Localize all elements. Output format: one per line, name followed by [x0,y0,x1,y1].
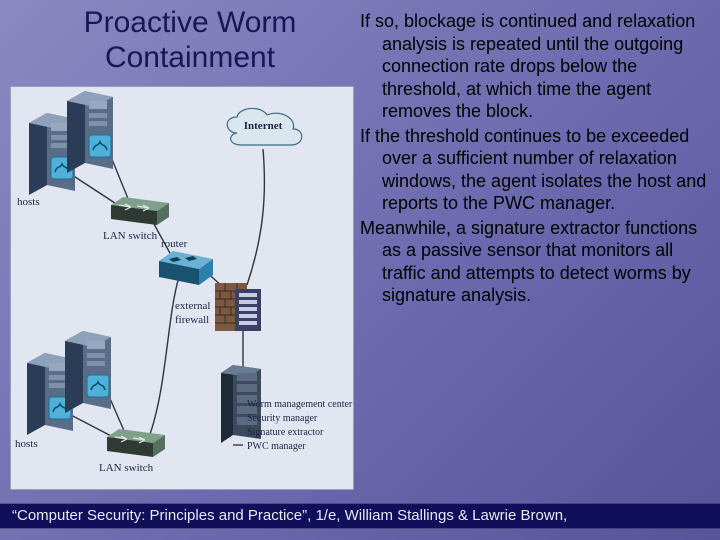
router-icon [159,251,213,285]
host-icon [65,331,111,413]
slide-title: Proactive Worm Containment [40,6,340,75]
ext-fw-label-1: external [175,300,210,312]
network-diagram: Internet hosts LAN switch router externa… [10,86,354,490]
hosts-top-label: hosts [17,196,40,208]
lan-switch-icon [107,429,165,457]
router-label: router [161,238,188,250]
internet-label: Internet [244,120,283,132]
paragraph-2: If the threshold continues to be exceede… [360,125,710,215]
firewall-icon [215,283,261,331]
hosts-bottom-label: hosts [15,438,38,450]
wmc-bullet-3: PWC manager [247,441,306,452]
ext-fw-label-2: firewall [175,314,209,326]
wmc-bullet-2: Signature extractor [247,427,324,438]
wmc-label: Worm management center [247,399,353,410]
wmc-bullet-1: Security manager [247,413,318,424]
paragraph-1: If so, blockage is continued and relaxat… [360,10,710,123]
lan-bottom-label: LAN switch [99,462,154,474]
body-text: If so, blockage is continued and relaxat… [360,10,710,309]
footer-citation: “Computer Security: Principles and Pract… [0,504,720,528]
lan-top-label: LAN switch [103,230,158,242]
slide: Proactive Worm Containment If so, blocka… [0,0,720,540]
lan-switch-icon [111,197,169,225]
host-icon [67,91,113,173]
paragraph-3: Meanwhile, a signature extractor functio… [360,217,710,307]
